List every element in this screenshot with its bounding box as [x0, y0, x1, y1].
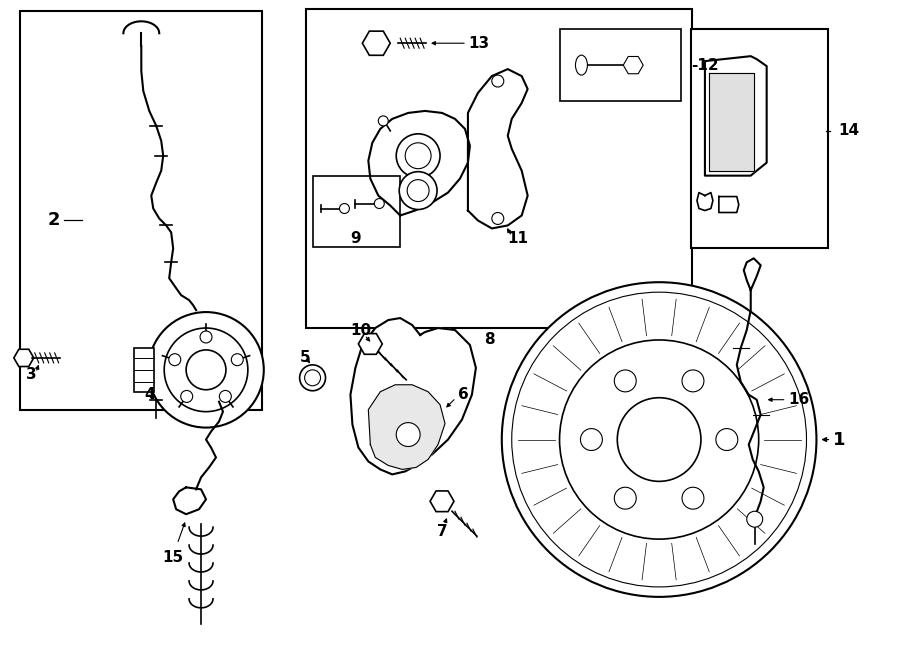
- Circle shape: [400, 172, 437, 210]
- Polygon shape: [468, 69, 527, 229]
- Polygon shape: [705, 56, 767, 176]
- Bar: [560, 29, 681, 101]
- Circle shape: [396, 422, 420, 447]
- Circle shape: [682, 370, 704, 392]
- Circle shape: [396, 134, 440, 178]
- Circle shape: [407, 180, 429, 202]
- Circle shape: [405, 143, 431, 169]
- Text: 7: 7: [436, 524, 447, 539]
- Text: 6: 6: [458, 387, 469, 403]
- Text: 10: 10: [350, 323, 371, 338]
- Circle shape: [200, 331, 212, 343]
- Polygon shape: [173, 487, 206, 514]
- Circle shape: [220, 391, 231, 403]
- Circle shape: [374, 198, 384, 208]
- Text: -12: -12: [691, 58, 718, 73]
- Polygon shape: [350, 318, 476, 475]
- Circle shape: [300, 365, 326, 391]
- Text: 5: 5: [301, 350, 310, 366]
- Circle shape: [682, 487, 704, 509]
- Text: 15: 15: [163, 549, 184, 564]
- Bar: [306, 9, 692, 328]
- Circle shape: [339, 204, 349, 214]
- Text: 1: 1: [833, 430, 846, 449]
- Polygon shape: [368, 385, 445, 469]
- Circle shape: [615, 370, 636, 392]
- Bar: [312, 176, 400, 247]
- Circle shape: [169, 354, 181, 366]
- Text: 13: 13: [468, 36, 489, 51]
- Bar: [134, 348, 154, 392]
- Circle shape: [378, 116, 388, 126]
- Circle shape: [148, 312, 264, 428]
- Text: 11: 11: [508, 231, 528, 246]
- Circle shape: [304, 370, 320, 386]
- Text: 8: 8: [484, 332, 495, 348]
- Circle shape: [231, 354, 243, 366]
- Circle shape: [491, 212, 504, 225]
- Text: 3: 3: [26, 368, 37, 382]
- Polygon shape: [719, 196, 739, 212]
- Bar: [691, 29, 828, 249]
- Circle shape: [747, 511, 762, 527]
- Circle shape: [716, 428, 738, 451]
- Ellipse shape: [575, 55, 588, 75]
- Text: 4: 4: [144, 387, 155, 403]
- Bar: [20, 11, 262, 410]
- Circle shape: [617, 398, 701, 481]
- Polygon shape: [709, 73, 753, 171]
- Circle shape: [164, 328, 248, 412]
- Text: 16: 16: [788, 392, 810, 407]
- Circle shape: [186, 350, 226, 390]
- Text: 14: 14: [839, 124, 860, 138]
- Circle shape: [502, 282, 816, 597]
- Circle shape: [512, 292, 806, 587]
- Circle shape: [615, 487, 636, 509]
- Polygon shape: [697, 192, 713, 210]
- Polygon shape: [368, 111, 470, 215]
- Circle shape: [580, 428, 602, 451]
- Circle shape: [181, 391, 193, 403]
- Text: 9: 9: [350, 231, 361, 246]
- Text: 2: 2: [48, 212, 60, 229]
- Circle shape: [560, 340, 759, 539]
- Circle shape: [491, 75, 504, 87]
